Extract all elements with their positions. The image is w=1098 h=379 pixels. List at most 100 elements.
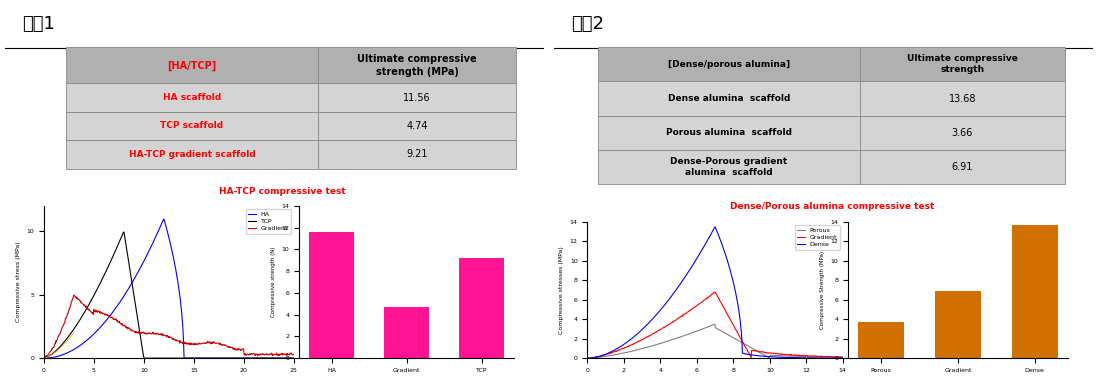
Gradient	[720, 311, 733, 315]
FancyBboxPatch shape	[860, 81, 1065, 116]
Text: 6.91: 6.91	[952, 162, 973, 172]
FancyBboxPatch shape	[598, 47, 860, 81]
TCP	[37, 356, 51, 360]
HA	[37, 356, 51, 360]
FancyBboxPatch shape	[598, 81, 860, 116]
Gradient	[37, 355, 51, 359]
Bar	[309, 232, 354, 358]
Text: 3.66: 3.66	[952, 128, 973, 138]
Line: Gradient: Gradient	[587, 292, 843, 358]
FancyBboxPatch shape	[66, 112, 318, 140]
Dense	[830, 356, 843, 360]
Gradient	[703, 294, 716, 299]
TCP	[158, 356, 171, 360]
Text: 그룹2: 그룹2	[571, 15, 604, 33]
Gradient	[704, 293, 717, 298]
Text: [HA/TCP]: [HA/TCP]	[167, 60, 216, 70]
Dense	[719, 254, 732, 259]
TCP	[187, 356, 200, 360]
Porous	[831, 355, 844, 360]
Text: Dense/Porous alumina compressive test: Dense/Porous alumina compressive test	[729, 202, 934, 211]
Dense	[702, 236, 715, 241]
Dense	[791, 356, 804, 360]
HA	[187, 356, 200, 360]
Legend: HA, TCP, Gradient: HA, TCP, Gradient	[246, 209, 291, 234]
Bar	[459, 258, 504, 358]
Gradient	[243, 352, 256, 356]
TCP	[281, 356, 294, 360]
Gradient	[837, 355, 850, 359]
Gradient	[287, 352, 300, 357]
Gradient	[708, 290, 721, 294]
Gradient	[581, 356, 594, 360]
HA	[287, 356, 300, 360]
FancyBboxPatch shape	[318, 140, 516, 169]
FancyBboxPatch shape	[66, 140, 318, 169]
FancyBboxPatch shape	[860, 116, 1065, 150]
HA	[281, 356, 294, 360]
Porous	[704, 324, 717, 328]
Gradient	[187, 342, 200, 346]
Porous	[791, 354, 804, 359]
Porous	[733, 340, 747, 344]
Porous	[837, 355, 850, 360]
Porous	[581, 356, 594, 360]
FancyBboxPatch shape	[318, 112, 516, 140]
Text: 4.74: 4.74	[406, 121, 428, 131]
Text: 9.21: 9.21	[406, 149, 428, 159]
Y-axis label: Compressive Strength (MPa): Compressive Strength (MPa)	[820, 251, 825, 329]
Gradient	[584, 356, 597, 360]
Text: Porous alumina  scaffold: Porous alumina scaffold	[666, 128, 792, 137]
Porous	[703, 324, 716, 329]
Text: Ultimate compressive
strength (MPa): Ultimate compressive strength (MPa)	[357, 54, 477, 77]
FancyBboxPatch shape	[598, 150, 860, 184]
Legend: Porous, Gradient, Dense: Porous, Gradient, Dense	[795, 225, 840, 250]
Line: Porous: Porous	[587, 324, 843, 358]
Text: HA-TCP compressive test: HA-TCP compressive test	[220, 188, 346, 196]
Bar	[859, 323, 905, 358]
Text: 13.68: 13.68	[949, 94, 976, 103]
FancyBboxPatch shape	[860, 150, 1065, 184]
Gradient	[173, 338, 187, 343]
Dense	[733, 316, 747, 320]
FancyBboxPatch shape	[598, 116, 860, 150]
Gradient	[158, 333, 171, 338]
Gradient	[733, 336, 747, 340]
TCP	[287, 356, 300, 360]
Line: Dense: Dense	[587, 227, 843, 358]
TCP	[173, 356, 187, 360]
FancyBboxPatch shape	[318, 83, 516, 112]
Porous	[720, 332, 733, 336]
HA	[156, 219, 169, 224]
Text: 그룹1: 그룹1	[22, 15, 55, 33]
Y-axis label: Compressive stress (MPa): Compressive stress (MPa)	[15, 242, 21, 322]
Gradient	[791, 353, 804, 358]
FancyBboxPatch shape	[66, 83, 318, 112]
Bar	[384, 307, 429, 358]
TCP	[157, 356, 170, 360]
Y-axis label: Compressive strength (N): Compressive strength (N)	[271, 247, 276, 317]
HA	[158, 219, 171, 224]
Gradient	[282, 352, 295, 357]
Dense	[837, 356, 850, 360]
Line: HA: HA	[44, 219, 293, 358]
Text: Dense-Porous gradient
alumina  scaffold: Dense-Porous gradient alumina scaffold	[671, 157, 787, 177]
Text: 11.56: 11.56	[403, 92, 430, 103]
FancyBboxPatch shape	[860, 47, 1065, 81]
FancyBboxPatch shape	[318, 47, 516, 83]
HA	[157, 217, 170, 221]
Gradient	[831, 355, 844, 359]
Bar	[1011, 225, 1057, 358]
Porous	[708, 322, 721, 327]
Gradient	[157, 332, 170, 337]
Text: Ultimate compressive
strength: Ultimate compressive strength	[907, 54, 1018, 75]
Dense	[704, 233, 717, 238]
TCP	[116, 230, 130, 234]
Text: HA scaffold: HA scaffold	[163, 93, 221, 102]
Y-axis label: Compressive stresses (MPa): Compressive stresses (MPa)	[559, 246, 564, 334]
Gradient	[67, 293, 80, 298]
TCP	[243, 356, 256, 360]
Bar	[935, 291, 981, 358]
Dense	[581, 356, 594, 360]
Text: TCP scaffold: TCP scaffold	[160, 122, 224, 130]
